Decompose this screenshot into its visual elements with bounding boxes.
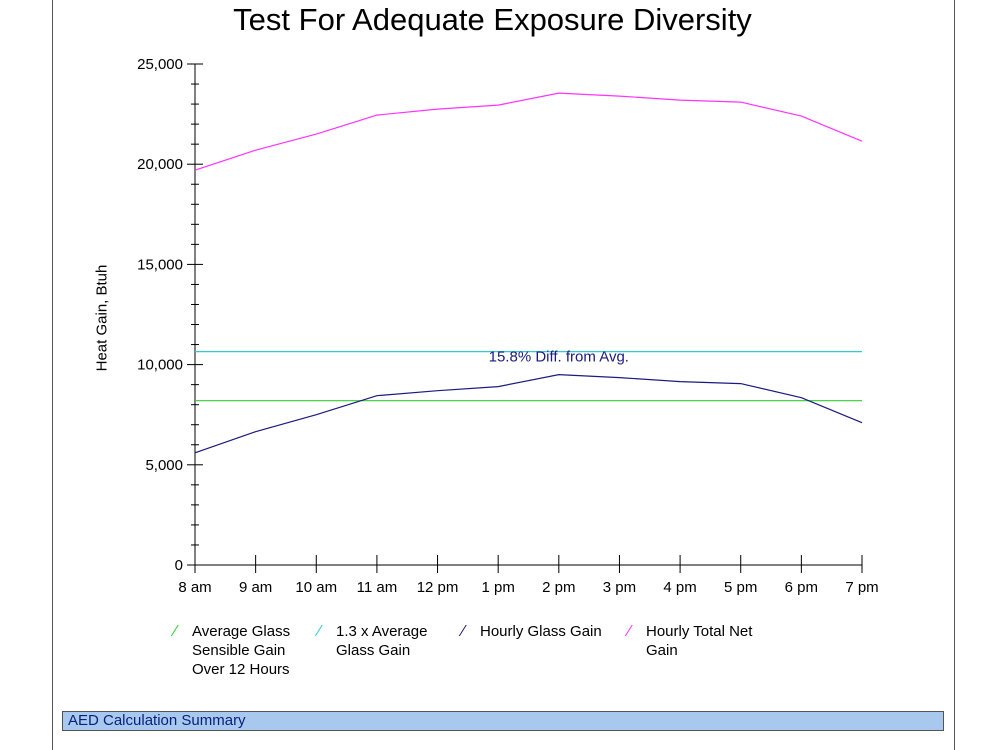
x-tick-label: 6 pm [785, 579, 818, 596]
chart-annotation: 15.8% Diff. from Avg. [489, 349, 629, 366]
legend-label-average-glass: Average Glass Sensible Gain Over 12 Hour… [192, 622, 290, 679]
x-tick-label: 3 pm [603, 579, 636, 596]
y-tick-label: 25,000 [137, 56, 183, 73]
aed-calculation-summary-bar[interactable]: AED Calculation Summary [62, 711, 944, 731]
x-tick-label: 10 am [295, 579, 337, 596]
y-tick-label: 15,000 [137, 256, 183, 273]
x-tick-label: 1 pm [482, 579, 515, 596]
x-tick-label: 4 pm [663, 579, 696, 596]
series-line-hourly-glass-gain [195, 375, 862, 453]
x-tick-label: 8 am [178, 579, 211, 596]
legend-label-hourly-total-net-gain: Hourly Total Net Gain [646, 622, 752, 660]
y-tick-label: 10,000 [137, 357, 183, 374]
legend-swatch-average-glass: ∕ [174, 622, 177, 641]
x-tick-label: 2 pm [542, 579, 575, 596]
y-tick-label: 0 [175, 557, 183, 574]
legend-label-hourly-glass-gain: Hourly Glass Gain [480, 622, 602, 641]
y-tick-label: 5,000 [145, 457, 183, 474]
legend-label-1-3x-average: 1.3 x Average Glass Gain [336, 622, 427, 660]
x-tick-label: 5 pm [724, 579, 757, 596]
x-tick-label: 7 pm [845, 579, 878, 596]
x-tick-label: 9 am [239, 579, 272, 596]
series-line-hourly-total-net-gain [195, 93, 862, 170]
x-tick-label: 12 pm [417, 579, 459, 596]
x-tick-label: 11 am [357, 579, 398, 596]
legend-swatch-hourly-total-net-gain: ∕ [628, 622, 631, 641]
legend-swatch-hourly-glass-gain: ∕ [462, 622, 465, 641]
legend-swatch-1-3x-average: ∕ [318, 622, 321, 641]
y-tick-label: 20,000 [137, 156, 183, 173]
aed-calculation-summary-label: AED Calculation Summary [68, 712, 246, 730]
